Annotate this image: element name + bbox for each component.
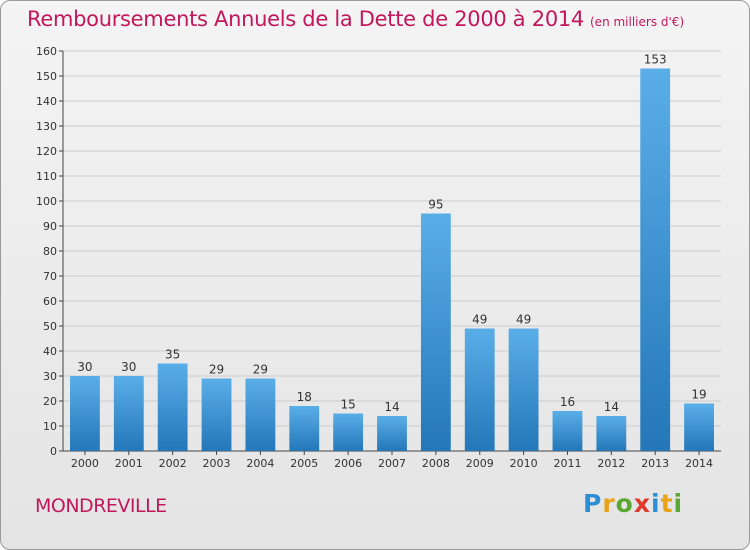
value-label: 153	[644, 53, 667, 67]
x-tick-label: 2004	[246, 457, 274, 470]
bar-2008	[420, 213, 451, 451]
value-label: 19	[691, 388, 706, 402]
y-tick-label: 130	[36, 120, 57, 133]
chart-unit: (en milliers d'€)	[590, 15, 685, 29]
chart-title-text: Remboursements Annuels de la Dette de 20…	[27, 7, 584, 31]
y-tick-label: 160	[36, 45, 57, 58]
value-label: 95	[428, 198, 443, 212]
logo-letter: i	[651, 489, 661, 518]
value-label: 16	[560, 395, 575, 409]
bar-2002	[157, 363, 188, 451]
value-label: 14	[604, 400, 619, 414]
y-tick-label: 120	[36, 145, 57, 158]
y-tick-label: 40	[43, 345, 57, 358]
bar-2005	[289, 406, 320, 451]
bar-2010	[508, 328, 539, 451]
logo-letter: x	[633, 489, 651, 518]
x-tick-label: 2000	[71, 457, 99, 470]
bar-2012	[596, 416, 627, 451]
x-tick-label: 2001	[115, 457, 143, 470]
value-label: 29	[253, 363, 268, 377]
bar-2006	[333, 413, 364, 451]
y-tick-label: 80	[43, 245, 57, 258]
x-tick-label: 2010	[510, 457, 538, 470]
value-label: 30	[121, 360, 136, 374]
value-label: 35	[165, 348, 180, 362]
bar-2003	[201, 378, 232, 451]
value-label: 49	[472, 313, 487, 327]
bar-2014	[684, 403, 714, 451]
logo-letter: P	[583, 489, 603, 518]
bars	[70, 68, 714, 451]
value-label: 30	[77, 360, 92, 374]
x-tick-label: 2008	[422, 457, 450, 470]
logo-letter: r	[602, 489, 616, 518]
y-tick-label: 20	[43, 395, 57, 408]
y-tick-label: 110	[36, 170, 57, 183]
y-tick-label: 60	[43, 295, 57, 308]
x-tick-label: 2007	[378, 457, 406, 470]
bar-chart: 0 10 20 30 40 50 60 70 80 90 100 110 120 130 140 150 160…	[36, 45, 721, 470]
bar-2004	[245, 378, 276, 451]
logo-letter: i	[673, 489, 684, 518]
bar-2007	[377, 416, 407, 451]
chart-title: Remboursements Annuels de la Dette de 20…	[27, 7, 684, 31]
bar-2009	[464, 328, 495, 451]
value-label: 29	[209, 363, 224, 377]
y-tick-label: 70	[43, 270, 57, 283]
y-tick-label: 30	[43, 370, 57, 383]
value-label: 49	[516, 313, 531, 327]
x-tick-label: 2006	[334, 457, 362, 470]
logo-letter: t	[660, 489, 674, 518]
x-tick-label: 2014	[685, 457, 713, 470]
x-tick-label: 2002	[159, 457, 187, 470]
value-label: 15	[340, 398, 355, 412]
logo-letter: o	[615, 489, 634, 518]
value-label: 14	[384, 400, 399, 414]
bar-2001	[113, 376, 144, 451]
y-tick-label: 100	[36, 195, 57, 208]
y-tick-label: 50	[43, 320, 57, 333]
y-tick-label: 0	[50, 445, 57, 458]
proxiti-logo[interactable]: Proxiti	[583, 489, 683, 518]
y-tick-label: 150	[36, 70, 57, 83]
value-label: 18	[297, 390, 312, 404]
bar-2000	[70, 376, 100, 451]
y-tick-label: 140	[36, 95, 57, 108]
y-tick-label: 10	[43, 420, 57, 433]
bar-2011	[552, 411, 583, 451]
x-tick-label: 2011	[553, 457, 581, 470]
x-tick-label: 2009	[466, 457, 494, 470]
x-tick-label: 2003	[203, 457, 231, 470]
x-tick-label: 2012	[597, 457, 625, 470]
x-tick-label: 2005	[290, 457, 318, 470]
x-tick-label: 2013	[641, 457, 669, 470]
commune-name: MONDREVILLE	[35, 495, 167, 517]
bar-2013	[640, 68, 671, 451]
value-labels: 30 30 35 29 29 18 15 14 95 49 49 16 14 153 19	[77, 53, 706, 415]
y-tick-label: 90	[43, 220, 57, 233]
axes: 0 10 20 30 40 50 60 70 80 90 100 110 120 130 140 150 160…	[36, 45, 721, 470]
